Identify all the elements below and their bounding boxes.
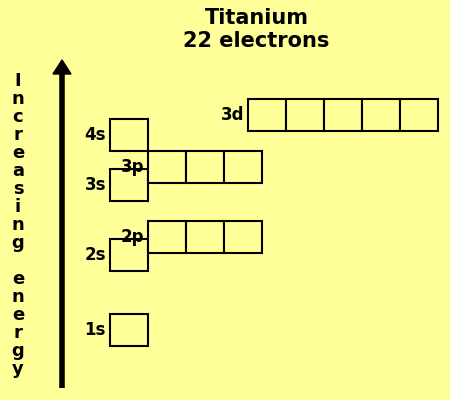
Text: r: r [14, 126, 22, 144]
Bar [362, 99, 400, 131]
Text: g: g [12, 234, 24, 252]
Text: n: n [12, 216, 24, 234]
Text: n: n [12, 288, 24, 306]
Bar [224, 151, 262, 183]
Bar [110, 119, 148, 151]
Text: a: a [12, 162, 24, 180]
Polygon shape [53, 60, 71, 74]
Text: s: s [13, 180, 23, 198]
Text: 2s: 2s [85, 246, 106, 264]
Text: 3s: 3s [85, 176, 106, 194]
Bar [110, 239, 148, 271]
Text: y: y [12, 360, 24, 378]
Bar [148, 151, 186, 183]
Text: r: r [14, 324, 22, 342]
Bar [186, 221, 224, 253]
Bar [248, 99, 286, 131]
Text: 3d: 3d [220, 106, 244, 124]
Text: 2p: 2p [121, 228, 144, 246]
Text: c: c [13, 108, 23, 126]
Bar [186, 151, 224, 183]
Bar [286, 99, 324, 131]
Text: e: e [12, 306, 24, 324]
Bar [110, 169, 148, 201]
Bar [110, 314, 148, 346]
Text: Titanium
22 electrons: Titanium 22 electrons [183, 8, 330, 51]
Text: 4s: 4s [85, 126, 106, 144]
Bar [400, 99, 438, 131]
Text: e: e [12, 144, 24, 162]
Bar [224, 221, 262, 253]
Text: i: i [15, 198, 21, 216]
Bar [148, 221, 186, 253]
Bar [324, 99, 362, 131]
Text: 3p: 3p [121, 158, 144, 176]
Text: g: g [12, 342, 24, 360]
Text: 1s: 1s [85, 321, 106, 339]
Text: n: n [12, 90, 24, 108]
Text: e: e [12, 270, 24, 288]
Text: I: I [15, 72, 21, 90]
